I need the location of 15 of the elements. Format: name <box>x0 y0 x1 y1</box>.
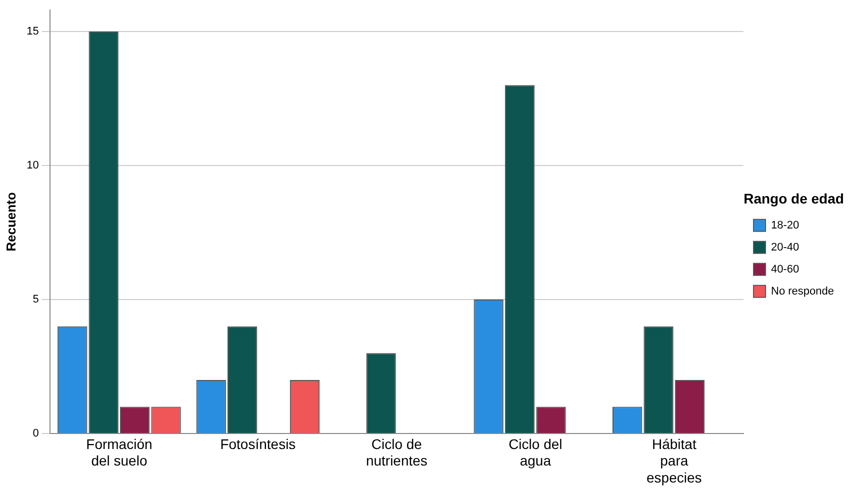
x-tick-label: Formación del suelo <box>86 436 152 469</box>
x-tick-label: Fotosíntesis <box>220 436 296 452</box>
legend-label: 20-40 <box>771 241 800 254</box>
x-tick-label: Ciclo de nutrientes <box>366 436 428 469</box>
x-tick-label: Ciclo del agua <box>508 436 562 469</box>
legend-label: 18-20 <box>771 219 800 232</box>
y-tick-label: 0 <box>32 428 39 440</box>
y-axis-title: Recuento <box>3 192 18 252</box>
legend-title: Rango de edad <box>744 190 844 206</box>
legend-label: No responde <box>771 285 834 298</box>
y-tick-label: 10 <box>26 160 39 172</box>
legend-label: 40-60 <box>771 263 800 276</box>
x-tick-label: Hábitat para especies <box>646 436 702 486</box>
y-tick-label: 15 <box>26 25 39 38</box>
y-tick-label: 5 <box>32 294 39 306</box>
